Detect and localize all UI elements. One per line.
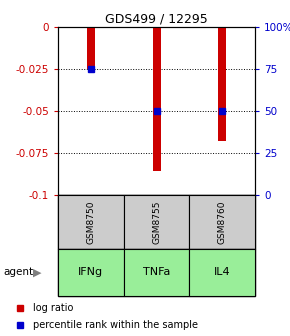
Bar [189, 195, 255, 249]
Text: ▶: ▶ [33, 267, 42, 277]
Bar [218, 27, 226, 141]
Bar [124, 195, 189, 249]
Bar [87, 27, 95, 69]
Text: GSM8750: GSM8750 [86, 200, 95, 244]
Text: log ratio: log ratio [33, 303, 74, 313]
Bar [153, 27, 161, 171]
Bar [58, 195, 124, 249]
Text: TNFa: TNFa [143, 267, 170, 277]
Bar [58, 249, 124, 296]
Text: GSM8755: GSM8755 [152, 200, 161, 244]
Text: agent: agent [3, 267, 33, 277]
Text: percentile rank within the sample: percentile rank within the sample [33, 320, 198, 330]
Bar [189, 249, 255, 296]
Title: GDS499 / 12295: GDS499 / 12295 [105, 13, 208, 26]
Text: IL4: IL4 [214, 267, 231, 277]
Text: IFNg: IFNg [78, 267, 104, 277]
Bar [124, 249, 189, 296]
Text: GSM8760: GSM8760 [218, 200, 227, 244]
